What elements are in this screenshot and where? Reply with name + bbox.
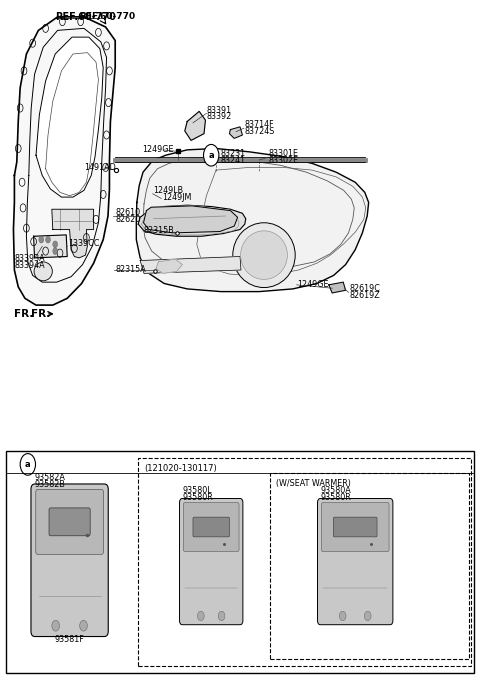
Polygon shape [144,206,238,233]
Circle shape [53,241,58,248]
Ellipse shape [240,231,288,279]
Polygon shape [13,17,115,305]
Text: 93580R: 93580R [182,493,213,502]
Polygon shape [36,37,103,197]
FancyBboxPatch shape [36,489,103,554]
Text: 1249GE: 1249GE [142,145,174,155]
Circle shape [46,236,50,243]
Text: 83391: 83391 [206,105,231,115]
Text: 82619Z: 82619Z [349,291,380,300]
FancyBboxPatch shape [138,458,471,666]
Circle shape [80,620,87,631]
Text: a: a [208,151,214,160]
Text: (W/SEAT WARMER): (W/SEAT WARMER) [276,479,351,489]
FancyBboxPatch shape [31,484,108,637]
Text: 93582A: 93582A [35,472,66,482]
Text: 82315B: 82315B [144,226,175,236]
Circle shape [339,612,346,621]
FancyBboxPatch shape [318,498,393,625]
Text: 83301E: 83301E [269,149,299,159]
Text: 82619C: 82619C [349,284,380,294]
FancyBboxPatch shape [270,473,469,659]
Circle shape [204,144,219,166]
Text: 93580R: 93580R [321,493,351,502]
Text: 83241: 83241 [221,156,246,165]
Text: (121020-130117): (121020-130117) [144,464,217,473]
Text: 93580A: 93580A [321,486,351,495]
FancyBboxPatch shape [322,502,389,551]
Text: 93582B: 93582B [35,480,66,489]
Polygon shape [136,148,369,292]
Circle shape [39,236,44,243]
Text: 83302E: 83302E [269,156,299,165]
Polygon shape [329,282,346,293]
FancyBboxPatch shape [49,508,90,536]
Text: a: a [25,460,31,469]
Text: 1249JM: 1249JM [162,192,192,202]
FancyBboxPatch shape [6,451,474,673]
FancyBboxPatch shape [183,502,239,551]
Text: 83392: 83392 [206,112,232,122]
Polygon shape [52,209,94,258]
Ellipse shape [34,262,52,281]
Polygon shape [34,235,67,258]
Text: 1249LB: 1249LB [154,186,184,195]
Text: 82610: 82610 [115,208,140,217]
Text: 1491AD: 1491AD [84,163,116,172]
Text: 1339CC: 1339CC [68,238,99,248]
Polygon shape [156,259,182,273]
FancyBboxPatch shape [193,517,229,537]
Text: 83724S: 83724S [245,127,275,136]
Text: FR.: FR. [14,309,34,319]
Text: 83393A: 83393A [14,254,45,263]
Text: 83714F: 83714F [245,120,275,130]
Text: 82315A: 82315A [115,265,146,275]
Polygon shape [140,256,241,273]
Text: REF.60-770: REF.60-770 [55,12,116,22]
Text: 83231: 83231 [221,149,246,159]
Text: 1249GE: 1249GE [298,280,329,290]
Circle shape [53,248,58,254]
Text: 82620: 82620 [115,215,141,224]
Polygon shape [229,127,242,138]
Polygon shape [138,205,246,236]
Polygon shape [185,111,205,140]
FancyBboxPatch shape [333,517,377,537]
Circle shape [218,612,225,621]
FancyBboxPatch shape [180,498,243,625]
Text: 93581F: 93581F [55,634,84,644]
Text: FR.: FR. [31,309,50,319]
Ellipse shape [233,223,295,288]
Text: 83394A: 83394A [14,261,45,270]
Circle shape [52,620,60,631]
Text: 93580L: 93580L [182,486,212,495]
Circle shape [364,612,371,621]
Text: REF.60-770: REF.60-770 [79,12,135,22]
Circle shape [197,612,204,621]
